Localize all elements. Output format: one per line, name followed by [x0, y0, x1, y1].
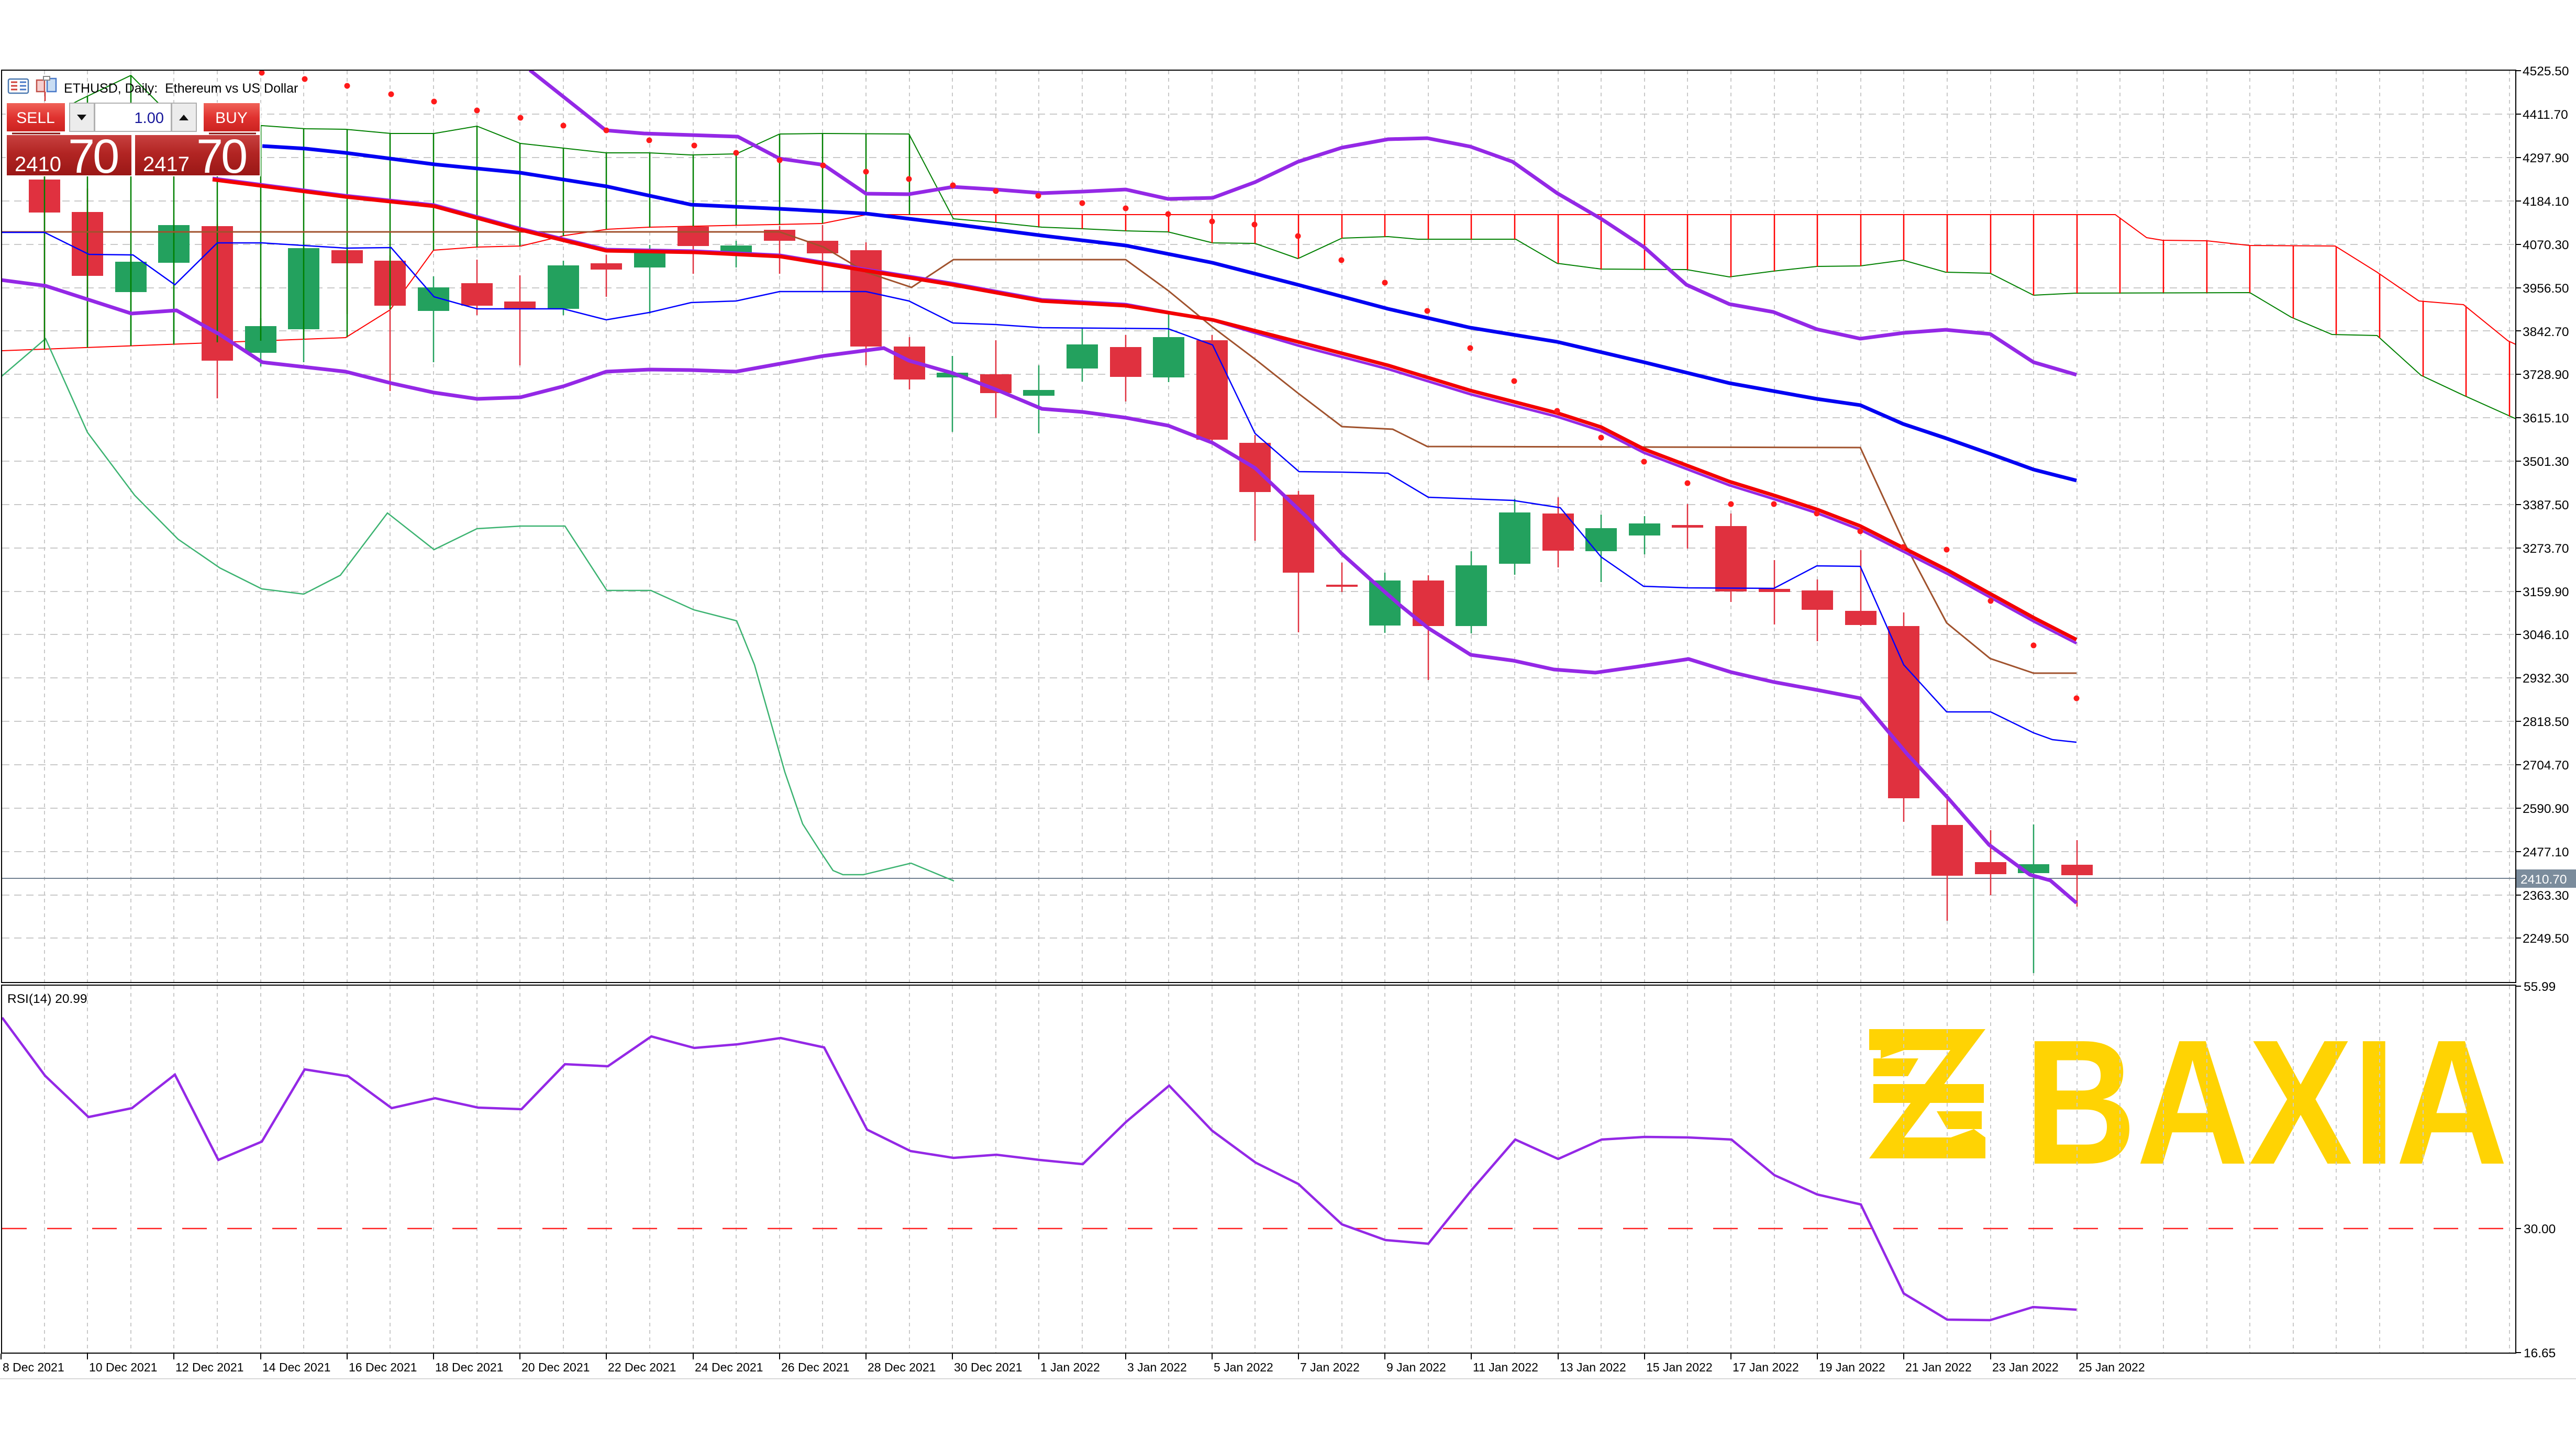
svg-text:3615.10: 3615.10	[2523, 411, 2569, 426]
svg-text:BUY: BUY	[215, 109, 248, 127]
svg-text:2704.70: 2704.70	[2523, 758, 2569, 773]
svg-text:2818.50: 2818.50	[2523, 715, 2569, 729]
svg-text:30 Dec 2021: 30 Dec 2021	[954, 1360, 1022, 1374]
svg-text:2417: 2417	[143, 153, 190, 176]
svg-text:7 Jan 2022: 7 Jan 2022	[1300, 1360, 1360, 1374]
svg-text:22 Dec 2021: 22 Dec 2021	[608, 1360, 676, 1374]
svg-text:1.00: 1.00	[135, 110, 164, 127]
svg-text:10 Dec 2021: 10 Dec 2021	[89, 1360, 157, 1374]
svg-text:4525.50: 4525.50	[2523, 64, 2569, 79]
svg-text:SELL: SELL	[16, 109, 54, 127]
svg-text:2477.10: 2477.10	[2523, 845, 2569, 860]
svg-text:26 Dec 2021: 26 Dec 2021	[781, 1360, 849, 1374]
svg-text:2590.90: 2590.90	[2523, 802, 2569, 816]
svg-text:15 Jan 2022: 15 Jan 2022	[1646, 1360, 1713, 1374]
svg-text:3046.10: 3046.10	[2523, 628, 2569, 642]
svg-text:5 Jan 2022: 5 Jan 2022	[1214, 1360, 1273, 1374]
svg-text:3159.90: 3159.90	[2523, 585, 2569, 599]
svg-text:2410.70: 2410.70	[2521, 873, 2567, 887]
svg-text:11 Jan 2022: 11 Jan 2022	[1473, 1360, 1538, 1374]
svg-text:3842.70: 3842.70	[2523, 325, 2569, 339]
svg-text:4184.10: 4184.10	[2523, 195, 2569, 209]
svg-text:17 Jan 2022: 17 Jan 2022	[1733, 1360, 1799, 1374]
svg-text:18 Dec 2021: 18 Dec 2021	[435, 1360, 503, 1374]
svg-text:16.65: 16.65	[2524, 1346, 2556, 1360]
svg-text:RSI(14) 20.99: RSI(14) 20.99	[7, 992, 87, 1006]
svg-text:3728.90: 3728.90	[2523, 368, 2569, 382]
svg-text:4297.90: 4297.90	[2523, 151, 2569, 165]
svg-text:2932.30: 2932.30	[2523, 672, 2569, 686]
svg-text:20 Dec 2021: 20 Dec 2021	[521, 1360, 590, 1374]
svg-text:70: 70	[68, 130, 118, 183]
svg-text:70: 70	[196, 130, 246, 183]
svg-text:14 Dec 2021: 14 Dec 2021	[262, 1360, 330, 1374]
svg-text:2410: 2410	[15, 153, 61, 176]
svg-text:24 Dec 2021: 24 Dec 2021	[695, 1360, 763, 1374]
svg-text:16 Dec 2021: 16 Dec 2021	[349, 1360, 417, 1374]
svg-text:2249.50: 2249.50	[2523, 932, 2569, 946]
svg-text:23 Jan 2022: 23 Jan 2022	[1992, 1360, 2059, 1374]
svg-text:21 Jan 2022: 21 Jan 2022	[1905, 1360, 1972, 1374]
svg-text:25 Jan 2022: 25 Jan 2022	[2079, 1360, 2145, 1374]
svg-text:2363.30: 2363.30	[2523, 889, 2569, 903]
svg-text:ETHUSD, Daily: Ethereum vs US: ETHUSD, Daily: Ethereum vs US Dollar	[64, 81, 298, 96]
svg-text:8 Dec 2021: 8 Dec 2021	[3, 1360, 64, 1374]
svg-text:30.00: 30.00	[2524, 1222, 2556, 1236]
svg-text:12 Dec 2021: 12 Dec 2021	[175, 1360, 243, 1374]
svg-text:13 Jan 2022: 13 Jan 2022	[1560, 1360, 1626, 1374]
svg-text:9 Jan 2022: 9 Jan 2022	[1386, 1360, 1446, 1374]
svg-text:4411.70: 4411.70	[2523, 108, 2568, 122]
svg-text:BAXIA: BAXIA	[2024, 1003, 2508, 1202]
svg-text:55.99: 55.99	[2524, 980, 2556, 994]
svg-text:28 Dec 2021: 28 Dec 2021	[868, 1360, 936, 1374]
svg-text:4070.30: 4070.30	[2523, 238, 2569, 252]
svg-text:1 Jan 2022: 1 Jan 2022	[1040, 1360, 1100, 1374]
svg-text:3501.30: 3501.30	[2523, 455, 2569, 469]
svg-text:3273.70: 3273.70	[2523, 542, 2569, 556]
svg-text:3387.50: 3387.50	[2523, 498, 2569, 512]
svg-text:3 Jan 2022: 3 Jan 2022	[1127, 1360, 1187, 1374]
svg-text:3956.50: 3956.50	[2523, 282, 2569, 296]
svg-text:19 Jan 2022: 19 Jan 2022	[1819, 1360, 1885, 1374]
